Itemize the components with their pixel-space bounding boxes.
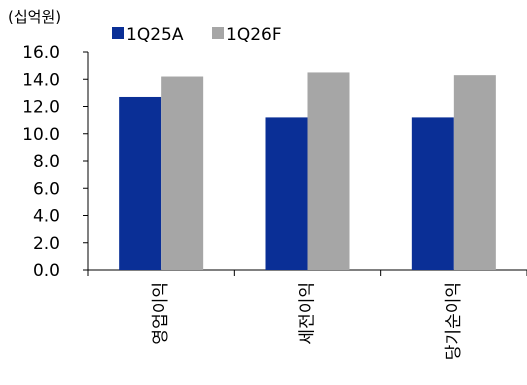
y-tick-label: 0.0 [33,261,60,281]
bar-1q26f-2 [453,75,496,270]
y-tick-label: 8.0 [33,152,60,172]
y-tick-label: 6.0 [33,179,60,199]
category-label: 당기순이익 [444,282,464,360]
y-tick-label: 16.0 [22,43,60,63]
y-tick-label: 4.0 [33,207,60,227]
bar-1q25a-1 [265,117,308,271]
y-tick-label: 10.0 [22,125,60,145]
legend-swatch-0 [112,27,124,39]
legend-label-1: 1Q26F [226,25,282,45]
bar-1q25a-2 [411,117,454,271]
y-tick-label: 2.0 [33,234,60,254]
bar-1q25a-0 [119,96,162,271]
legend-swatch-1 [212,27,224,39]
bar-1q26f-1 [307,72,350,270]
y-tick-label: 12.0 [22,98,60,118]
y-tick-label: 14.0 [22,70,60,90]
unit-label: (십억원) [8,8,62,26]
category-label: 영업이익 [151,282,171,345]
bar-1q26f-0 [161,76,204,271]
category-label: 세전이익 [298,282,318,345]
legend-label-0: 1Q25A [126,25,184,45]
